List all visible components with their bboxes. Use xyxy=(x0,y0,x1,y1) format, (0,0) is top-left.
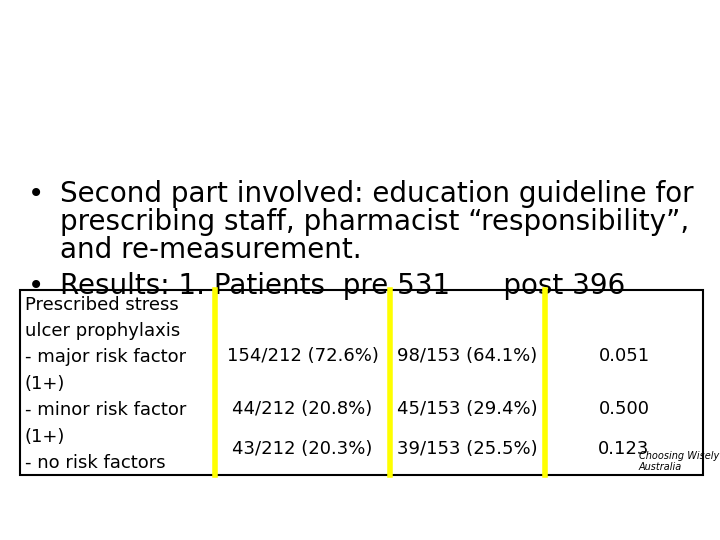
Text: •: • xyxy=(28,180,44,208)
Text: Results: 1. Patients  pre 531      post 396: Results: 1. Patients pre 531 post 396 xyxy=(60,272,625,300)
Text: 45/153 (29.4%): 45/153 (29.4%) xyxy=(397,400,538,418)
Text: - minor risk factor: - minor risk factor xyxy=(25,401,186,419)
Text: (1+): (1+) xyxy=(25,428,66,445)
Text: 0.500: 0.500 xyxy=(598,400,649,418)
Text: and re-measurement.: and re-measurement. xyxy=(60,236,361,264)
Text: 39/153 (25.5%): 39/153 (25.5%) xyxy=(397,440,538,457)
Text: (1+): (1+) xyxy=(25,375,66,393)
Text: Prescribed stress: Prescribed stress xyxy=(25,295,179,314)
Text: ulcer prophylaxis: ulcer prophylaxis xyxy=(25,322,180,340)
Text: - no risk factors: - no risk factors xyxy=(25,454,166,472)
Text: 154/212 (72.6%): 154/212 (72.6%) xyxy=(227,347,379,365)
Text: 44/212 (20.8%): 44/212 (20.8%) xyxy=(233,400,373,418)
Text: 98/153 (64.1%): 98/153 (64.1%) xyxy=(397,347,538,365)
Text: prescribing staff, pharmacist “responsibility”,: prescribing staff, pharmacist “responsib… xyxy=(60,208,689,236)
Text: 43/212 (20.3%): 43/212 (20.3%) xyxy=(233,440,373,457)
Text: Second part involved: education guideline for: Second part involved: education guidelin… xyxy=(60,180,693,208)
Text: - major risk factor: - major risk factor xyxy=(25,348,186,367)
Text: •: • xyxy=(28,272,44,300)
Text: 0.123: 0.123 xyxy=(598,440,649,457)
Text: 0.051: 0.051 xyxy=(598,347,649,365)
FancyBboxPatch shape xyxy=(20,290,703,475)
Text: Choosing Wisely
Australia: Choosing Wisely Australia xyxy=(639,450,719,472)
